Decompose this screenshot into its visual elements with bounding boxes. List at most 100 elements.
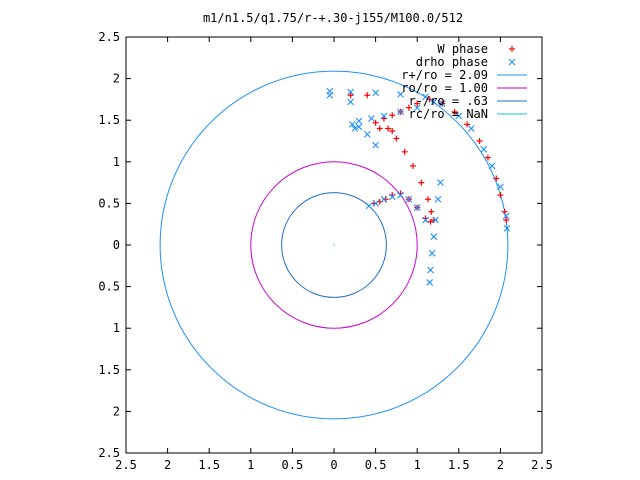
w-phase-point	[393, 135, 400, 142]
w-phase-point	[372, 119, 379, 126]
x-axis: 2.5 2 1.5 1 0.5 0 0.5 1 1.5 2 2.5	[115, 37, 553, 472]
drho-phase-point	[422, 93, 429, 101]
w-phase-point	[389, 128, 396, 135]
w-phase-point	[428, 208, 435, 215]
drho-phase-point	[413, 204, 421, 211]
w-phase-point	[376, 125, 383, 132]
drho-phase-point	[355, 123, 363, 131]
w-phase-point	[389, 112, 396, 119]
drho-phase-point	[326, 87, 334, 95]
circle-3	[250, 161, 418, 329]
drho-phase-point	[502, 212, 510, 220]
y-axis: 2.5 2 1.5 1 0.5 0 0.5 1 1.5 2 2.5	[98, 30, 542, 460]
drho-phase-point	[438, 100, 446, 107]
y-tick-label: 1.5	[98, 113, 120, 127]
w-phase-point	[493, 175, 500, 182]
y-tick-label: 0	[113, 238, 120, 252]
y-tick-label: 2.5	[98, 30, 120, 44]
data-points	[326, 87, 511, 286]
drho-phase-point	[480, 145, 488, 153]
reference-circles	[159, 70, 509, 420]
w-phase-point	[347, 92, 354, 99]
drho-phase-point	[467, 125, 475, 132]
w-phase-point	[401, 148, 408, 155]
w-phase-point	[405, 104, 412, 111]
drho-phase-point	[503, 224, 511, 232]
w-phase-point	[464, 121, 471, 128]
x-tick-label: 1.5	[198, 458, 220, 472]
drho-phase-point	[348, 120, 356, 128]
drho-phase-point	[388, 193, 396, 201]
x-tick-label: 0.5	[365, 458, 387, 472]
legend-label: ro/ro = 1.00	[401, 81, 488, 95]
y-tick-label: 0.5	[98, 196, 120, 210]
legend-label: r+/ro = 2.09	[401, 68, 488, 82]
circle-4	[281, 192, 387, 298]
y-tick-label: 1	[113, 321, 120, 335]
w-phase-point	[418, 179, 425, 186]
drho-phase-point	[368, 115, 375, 122]
x-tick-label: 2	[497, 458, 504, 472]
drho-phase-point	[372, 141, 379, 149]
drho-phase-point	[397, 91, 404, 98]
drho-phase-point	[372, 200, 379, 207]
legend-marker-plus	[509, 46, 515, 52]
legend-label: rc/ro = NaN	[409, 107, 488, 121]
w-phase-point	[414, 100, 421, 107]
w-phase-point	[497, 192, 504, 199]
drho-phase-point	[497, 183, 504, 191]
y-tick-label: 2	[113, 72, 120, 86]
legend-label: drho phase	[416, 55, 488, 69]
x-tick-label: 1.5	[448, 458, 470, 472]
w-phase-point	[385, 125, 392, 132]
y-tick-label: 2.5	[98, 446, 120, 460]
drho-phase-point	[347, 98, 355, 106]
drho-phase-point	[380, 112, 388, 120]
drho-phase-point	[430, 233, 438, 241]
drho-phase-point	[351, 125, 359, 132]
legend-label: r-/ro = .63	[409, 94, 488, 108]
w-phase-point	[451, 108, 458, 115]
y-tick-label: 1.5	[98, 363, 120, 377]
drho-phase-point	[405, 195, 413, 203]
legend-label: W phase	[437, 42, 488, 56]
y-tick-label: 2	[113, 404, 120, 418]
drho-phase-point	[432, 216, 439, 224]
legend-marker-cross	[508, 58, 516, 66]
x-tick-label: 0.5	[282, 458, 304, 472]
x-tick-label: 2	[164, 458, 171, 472]
w-phase-point	[484, 154, 491, 161]
origin-dot	[333, 244, 335, 246]
circle-2	[159, 70, 509, 420]
w-phase-point	[410, 162, 417, 169]
drho-phase-point	[380, 195, 388, 203]
y-tick-label: 1	[113, 155, 120, 169]
chart-title: m1/n1.5/q1.75/r-+.30-j155/M100.0/512	[203, 11, 463, 25]
drho-phase-point	[426, 279, 434, 286]
x-tick-label: 1	[414, 458, 421, 472]
drho-phase-point	[372, 89, 379, 97]
drho-phase-point	[488, 162, 496, 170]
w-phase-point	[503, 217, 510, 224]
drho-phase-point	[397, 108, 404, 116]
drho-phase-point	[437, 179, 444, 186]
w-phase-point	[425, 196, 432, 203]
drho-phase-point	[397, 191, 404, 199]
drho-phase-point	[363, 130, 371, 138]
drho-phase-point	[355, 117, 363, 125]
drho-phase-point	[422, 216, 429, 224]
drho-phase-point	[455, 112, 463, 120]
drho-phase-point	[347, 88, 355, 96]
x-tick-label: 2.5	[531, 458, 553, 472]
y-tick-label: 0.5	[98, 280, 120, 294]
x-tick-label: 2.5	[115, 458, 137, 472]
w-phase-point	[364, 92, 371, 99]
drho-phase-point	[430, 98, 438, 106]
drho-phase-point	[413, 104, 421, 112]
w-phase-point	[476, 138, 483, 144]
x-tick-label: 0	[330, 458, 337, 472]
w-phase-point	[427, 218, 434, 225]
drho-phase-point	[427, 266, 434, 274]
